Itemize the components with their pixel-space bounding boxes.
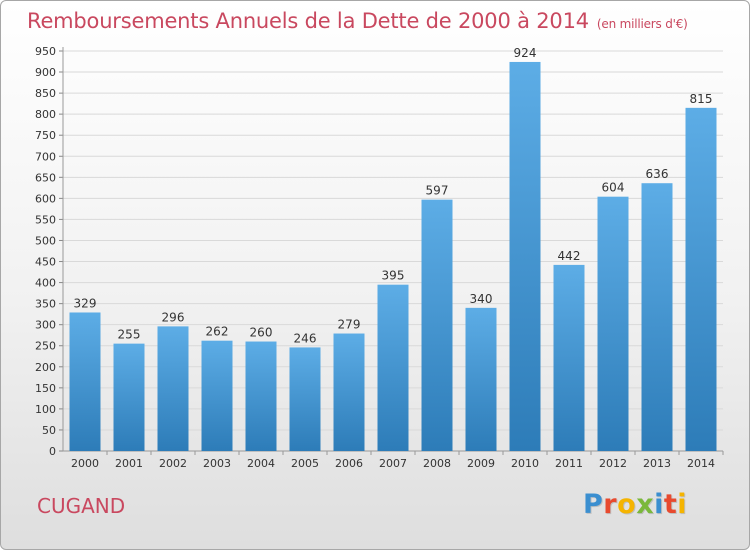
logo-letter: P (583, 489, 604, 520)
y-tick-label: 300 (35, 319, 56, 332)
bar (69, 312, 101, 451)
logo-letter: t (663, 489, 678, 520)
proxiti-logo: Proxiti (583, 489, 687, 520)
y-tick-label: 350 (35, 298, 56, 311)
location-label: CUGAND (37, 494, 126, 518)
x-tick-label: 2003 (203, 457, 231, 470)
x-tick-label: 2000 (71, 457, 99, 470)
bar (597, 196, 629, 451)
y-tick-label: 200 (35, 361, 56, 374)
bar (157, 326, 189, 451)
chart-title: Remboursements Annuels de la Dette de 20… (27, 9, 688, 33)
data-label: 924 (514, 46, 537, 60)
y-tick-label: 100 (35, 403, 56, 416)
logo-letter: i (677, 489, 688, 520)
y-tick-label: 150 (35, 382, 56, 395)
x-tick-label: 2004 (247, 457, 275, 470)
y-tick-label: 550 (35, 213, 56, 226)
y-tick-label: 700 (35, 150, 56, 163)
chart-unit-note: (en milliers d'€) (596, 17, 688, 31)
y-tick-label: 650 (35, 171, 56, 184)
data-label: 815 (690, 92, 713, 106)
data-label: 442 (558, 249, 581, 263)
y-tick-label: 400 (35, 277, 56, 290)
x-tick-label: 2009 (467, 457, 495, 470)
y-tick-label: 850 (35, 87, 56, 100)
y-tick-label: 500 (35, 234, 56, 247)
data-label: 262 (206, 325, 229, 339)
y-tick-label: 450 (35, 256, 56, 269)
y-tick-label: 250 (35, 340, 56, 353)
bar (641, 183, 673, 452)
bar (509, 61, 541, 452)
x-tick-label: 2014 (687, 457, 715, 470)
bar (685, 107, 717, 451)
x-tick-label: 2006 (335, 457, 363, 470)
y-tick-label: 950 (35, 45, 56, 58)
data-label: 604 (602, 181, 625, 195)
bar (333, 333, 365, 451)
x-tick-label: 2011 (555, 457, 583, 470)
bar (421, 199, 453, 451)
x-tick-label: 2002 (159, 457, 187, 470)
x-tick-label: 2007 (379, 457, 407, 470)
data-label: 395 (382, 269, 405, 283)
logo-letter: o (617, 489, 637, 520)
data-label: 279 (338, 318, 361, 332)
x-tick-label: 2008 (423, 457, 451, 470)
x-tick-label: 2001 (115, 457, 143, 470)
bar (245, 341, 277, 451)
data-label: 246 (294, 331, 317, 345)
bar (377, 284, 409, 451)
bar (289, 347, 321, 451)
bar (201, 340, 233, 451)
y-tick-label: 900 (35, 66, 56, 79)
y-tick-label: 800 (35, 108, 56, 121)
x-tick-label: 2005 (291, 457, 319, 470)
data-label: 296 (162, 310, 185, 324)
data-label: 597 (426, 184, 449, 198)
data-label: 255 (118, 328, 141, 342)
x-tick-label: 2012 (599, 457, 627, 470)
y-tick-label: 50 (42, 424, 56, 437)
y-tick-label: 750 (35, 129, 56, 142)
bar (465, 307, 497, 451)
bar (553, 264, 585, 451)
logo-letter: i (654, 489, 664, 520)
x-tick-label: 2010 (511, 457, 539, 470)
x-tick-label: 2013 (643, 457, 671, 470)
bar (113, 343, 145, 451)
logo-letter: r (603, 489, 618, 520)
y-tick-label: 0 (49, 445, 56, 458)
y-tick-label: 600 (35, 192, 56, 205)
logo-letter: x (636, 489, 655, 520)
chart-title-text: Remboursements Annuels de la Dette de 20… (27, 9, 589, 33)
data-label: 329 (74, 296, 97, 310)
data-label: 340 (470, 292, 493, 306)
data-label: 260 (250, 326, 273, 340)
data-label: 636 (646, 167, 669, 181)
